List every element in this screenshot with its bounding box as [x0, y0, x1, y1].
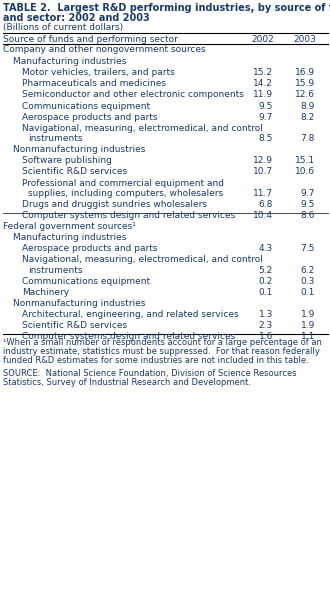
Text: 9.5: 9.5: [301, 199, 315, 208]
Text: 1.1: 1.1: [301, 332, 315, 341]
Text: Motor vehicles, trailers, and parts: Motor vehicles, trailers, and parts: [22, 68, 175, 77]
Text: Software publishing: Software publishing: [22, 156, 112, 165]
Text: Computer systems design and related services: Computer systems design and related serv…: [22, 332, 235, 341]
Text: 11.9: 11.9: [253, 90, 273, 99]
Text: 2003: 2003: [294, 34, 316, 43]
Text: Nonmanufacturing industries: Nonmanufacturing industries: [13, 145, 146, 154]
Text: instruments: instruments: [28, 266, 82, 275]
Text: Nonmanufacturing industries: Nonmanufacturing industries: [13, 299, 146, 308]
Text: 1.3: 1.3: [259, 310, 273, 319]
Text: 8.6: 8.6: [301, 211, 315, 220]
Text: 5.2: 5.2: [259, 266, 273, 275]
Text: Pharmaceuticals and medicines: Pharmaceuticals and medicines: [22, 79, 166, 88]
Text: Aerospace products and parts: Aerospace products and parts: [22, 113, 157, 122]
Text: 1.9: 1.9: [301, 310, 315, 319]
Text: (Billions of current dollars): (Billions of current dollars): [3, 23, 123, 32]
Text: 0.1: 0.1: [301, 288, 315, 297]
Text: 9.5: 9.5: [259, 102, 273, 111]
Text: Source of funds and performing sector: Source of funds and performing sector: [3, 34, 178, 43]
Text: 10.6: 10.6: [295, 167, 315, 176]
Text: 2.3: 2.3: [259, 321, 273, 330]
Text: TABLE 2.  Largest R&D performing industries, by source of funds: TABLE 2. Largest R&D performing industri…: [3, 3, 330, 13]
Text: 6.2: 6.2: [301, 266, 315, 275]
Text: 10.4: 10.4: [253, 211, 273, 220]
Text: 7.5: 7.5: [301, 244, 315, 253]
Text: 1.9: 1.9: [301, 321, 315, 330]
Text: Semiconductor and other electronic components: Semiconductor and other electronic compo…: [22, 90, 244, 99]
Text: Manufacturing industries: Manufacturing industries: [13, 233, 126, 242]
Text: 12.6: 12.6: [295, 90, 315, 99]
Text: 7.8: 7.8: [301, 134, 315, 143]
Text: 6.8: 6.8: [259, 199, 273, 208]
Text: 14.2: 14.2: [253, 79, 273, 88]
Text: ¹When a small number of respondents account for a large percentage of an: ¹When a small number of respondents acco…: [3, 338, 322, 347]
Text: Navigational, measuring, electromedical, and control: Navigational, measuring, electromedical,…: [22, 124, 263, 133]
Text: Scientific R&D services: Scientific R&D services: [22, 321, 127, 330]
Text: 0.2: 0.2: [259, 276, 273, 285]
Text: 10.7: 10.7: [253, 167, 273, 176]
Text: Communications equipment: Communications equipment: [22, 102, 150, 111]
Text: Aerospace products and parts: Aerospace products and parts: [22, 244, 157, 253]
Text: industry estimate, statistics must be suppressed.  For that reason federally: industry estimate, statistics must be su…: [3, 347, 320, 356]
Text: 0.3: 0.3: [301, 276, 315, 285]
Text: Drugs and druggist sundries wholesalers: Drugs and druggist sundries wholesalers: [22, 199, 207, 208]
Text: Communications equipment: Communications equipment: [22, 276, 150, 285]
Text: 8.5: 8.5: [259, 134, 273, 143]
Text: 0.1: 0.1: [259, 288, 273, 297]
Text: 11.7: 11.7: [253, 189, 273, 198]
Text: 4.3: 4.3: [259, 244, 273, 253]
Text: 9.7: 9.7: [301, 189, 315, 198]
Text: 16.9: 16.9: [295, 68, 315, 77]
Text: 15.2: 15.2: [253, 68, 273, 77]
Text: instruments: instruments: [28, 134, 82, 143]
Text: Machinery: Machinery: [22, 288, 69, 297]
Text: Statistics, Survey of Industrial Research and Development.: Statistics, Survey of Industrial Researc…: [3, 379, 251, 388]
Text: 1.6: 1.6: [259, 332, 273, 341]
Text: Professional and commercial equipment and: Professional and commercial equipment an…: [22, 179, 224, 187]
Text: funded R&D estimates for some industries are not included in this table.: funded R&D estimates for some industries…: [3, 356, 309, 365]
Text: Company and other nongovernment sources: Company and other nongovernment sources: [3, 46, 206, 55]
Text: 8.2: 8.2: [301, 113, 315, 122]
Text: Federal government sources¹: Federal government sources¹: [3, 222, 136, 231]
Text: and sector: 2002 and 2003: and sector: 2002 and 2003: [3, 13, 150, 23]
Text: Architectural, engineering, and related services: Architectural, engineering, and related …: [22, 310, 239, 319]
Text: 15.9: 15.9: [295, 79, 315, 88]
Text: Scientific R&D services: Scientific R&D services: [22, 167, 127, 176]
Text: Manufacturing industries: Manufacturing industries: [13, 57, 126, 66]
Text: SOURCE:  National Science Foundation, Division of Science Resources: SOURCE: National Science Foundation, Div…: [3, 370, 297, 379]
Text: 15.1: 15.1: [295, 156, 315, 165]
Text: supplies, including computers, wholesalers: supplies, including computers, wholesale…: [28, 189, 223, 198]
Text: Computer systems design and related services: Computer systems design and related serv…: [22, 211, 235, 220]
Text: Navigational, measuring, electromedical, and control: Navigational, measuring, electromedical,…: [22, 255, 263, 264]
Text: 2002: 2002: [251, 34, 274, 43]
Text: 9.7: 9.7: [259, 113, 273, 122]
Text: 8.9: 8.9: [301, 102, 315, 111]
Text: 12.9: 12.9: [253, 156, 273, 165]
